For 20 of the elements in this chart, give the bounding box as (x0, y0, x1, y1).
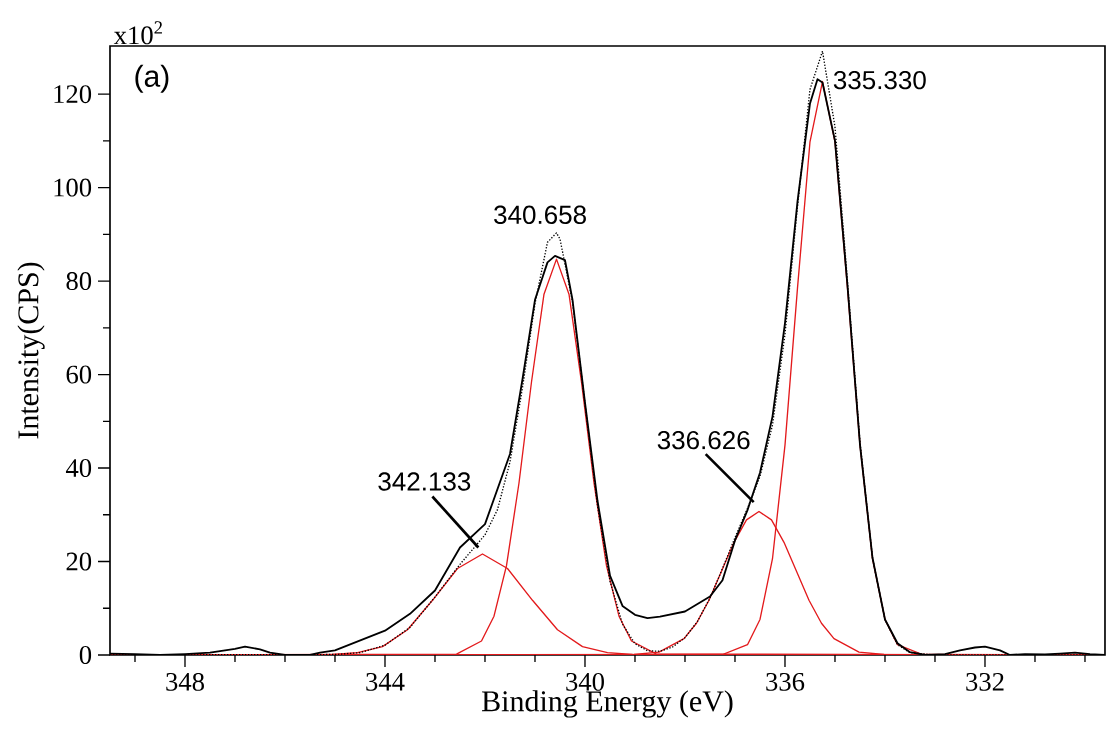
annotation: (a) (135, 64, 169, 93)
y-tick-label: 100 (54, 178, 92, 197)
x-tick-label: 332 (966, 672, 1004, 691)
y-tick-label: 0 (79, 646, 92, 664)
x-axis-title: Binding Energy (eV) (481, 690, 733, 718)
x-tick-label: 344 (366, 672, 405, 691)
x-tick-label: 340 (566, 672, 604, 691)
y-tick-label: 60 (66, 365, 92, 384)
y-tick-label: 120 (54, 85, 92, 104)
y-tick-label: 80 (66, 272, 92, 291)
y-tick-label: 40 (65, 459, 92, 478)
y-axis-title: Intensity(CPS) (17, 262, 45, 439)
x-tick-label: 336 (766, 672, 805, 691)
y-tick-label: 20 (66, 552, 92, 571)
annotation: 342.133 (378, 472, 471, 491)
x-tick-label: 348 (166, 672, 204, 691)
text: x10$^{2}$ (113, 21, 162, 45)
annotation: 336.626 (657, 430, 750, 450)
annotation: 335.330 (833, 70, 926, 90)
annotation: 340.658 (494, 205, 586, 225)
